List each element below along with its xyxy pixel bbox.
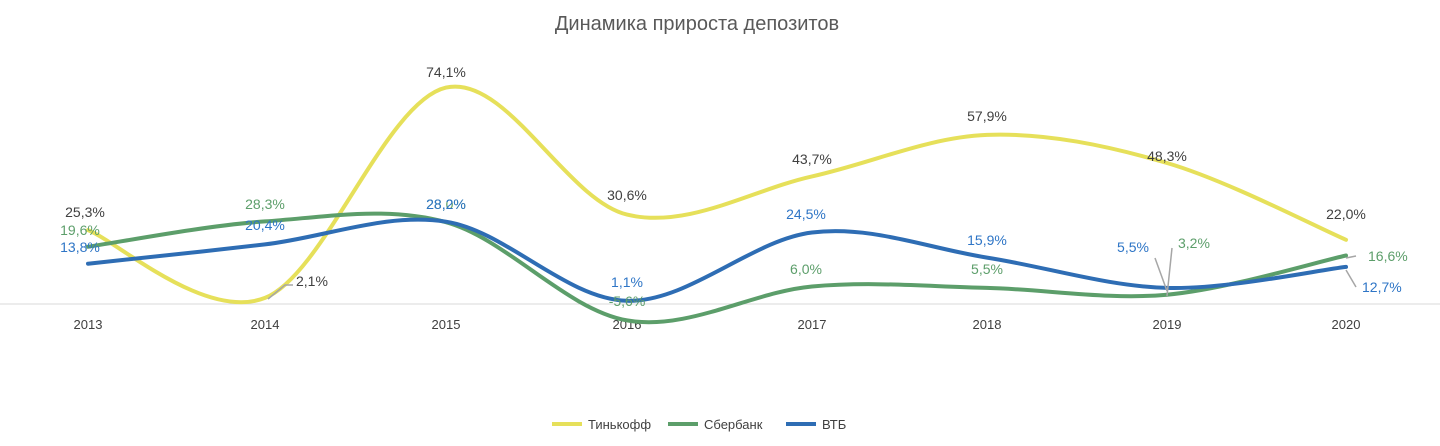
x-tick-2018: 2018: [973, 317, 1002, 332]
data-label-tinkoff-2014: 2,1%: [296, 273, 328, 289]
data-label-sberbank-2020: 16,6%: [1368, 248, 1408, 264]
data-label-tinkoff-2015: 74,1%: [426, 64, 466, 80]
x-tick-2020: 2020: [1332, 317, 1361, 332]
series-line-sberbank: [86, 211, 1348, 325]
x-tick-2015: 2015: [432, 317, 461, 332]
data-labels: 25,3% 2,1% 74,1% 30,6% 43,7% 57,9% 48,3% 22,0% 1…: [60, 64, 1408, 309]
series-line-tinkoff: [86, 84, 1348, 305]
x-tick-2019: 2019: [1153, 317, 1182, 332]
leader-lines: [267, 247, 1357, 300]
data-label-tinkoff-2013: 25,3%: [65, 204, 105, 220]
legend-label-tinkoff: Тинькофф: [588, 417, 651, 432]
leader-vtb-2019: [1154, 257, 1168, 292]
data-label-sberbank-2015: 28,0%: [426, 196, 466, 212]
legend-item-tinkoff: Тинькофф: [552, 417, 651, 432]
data-label-vtb-2015: 28,2%: [426, 196, 466, 212]
data-label-tinkoff-2019: 48,3%: [1147, 148, 1187, 164]
data-label-sberbank-2017: 6,0%: [790, 261, 822, 277]
leader-sberbank-2019: [1166, 247, 1173, 297]
x-tick-2017: 2017: [798, 317, 827, 332]
data-label-vtb-2018: 15,9%: [967, 232, 1007, 248]
data-label-vtb-2019: 5,5%: [1117, 239, 1149, 255]
data-label-vtb-2016: 1,1%: [611, 274, 643, 290]
data-label-tinkoff-2018: 57,9%: [967, 108, 1007, 124]
data-label-sberbank-2019: 3,2%: [1178, 235, 1210, 251]
data-label-tinkoff-2016: 30,6%: [607, 187, 647, 203]
x-tick-2013: 2013: [74, 317, 103, 332]
data-label-tinkoff-2017: 43,7%: [792, 151, 832, 167]
legend-item-sberbank: Сбербанк: [668, 417, 763, 432]
data-label-vtb-2017: 24,5%: [786, 206, 826, 222]
data-label-vtb-2020: 12,7%: [1362, 279, 1402, 295]
legend: Тинькофф Сбербанк ВТБ: [552, 417, 846, 432]
leader-tinkoff-2014: [267, 284, 293, 300]
chart-title: Динамика прироста депозитов: [555, 13, 839, 35]
legend-label-sberbank: Сбербанк: [704, 417, 763, 432]
data-label-sberbank-2016: -5,6%: [609, 293, 646, 309]
legend-item-vtb: ВТБ: [786, 417, 846, 432]
data-label-tinkoff-2020: 22,0%: [1326, 206, 1366, 222]
x-axis-ticks: 2013 2014 2015 2016 2017 2018 2019 2020: [74, 317, 1361, 332]
leader-sberbank-2020: [1345, 255, 1357, 259]
series-lines: [86, 84, 1348, 325]
leader-vtb-2020: [1345, 269, 1357, 288]
series-line-vtb: [86, 217, 1348, 303]
data-label-vtb-2013: 13,8%: [60, 239, 100, 255]
data-label-vtb-2014: 20,4%: [245, 217, 285, 233]
data-label-sberbank-2014: 28,3%: [245, 196, 285, 212]
legend-label-vtb: ВТБ: [822, 417, 846, 432]
data-label-sberbank-2013: 19,6%: [60, 222, 100, 238]
x-tick-2014: 2014: [251, 317, 280, 332]
data-label-sberbank-2018: 5,5%: [971, 261, 1003, 277]
